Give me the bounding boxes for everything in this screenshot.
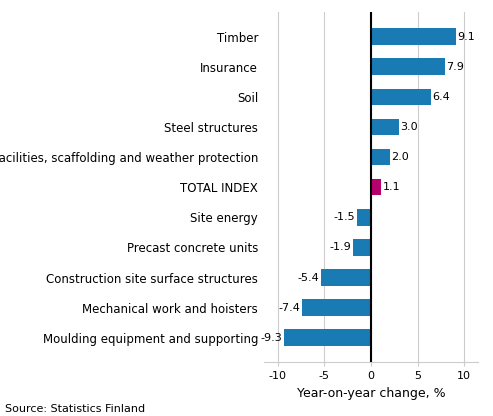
Bar <box>371 89 431 105</box>
Text: 6.4: 6.4 <box>432 92 450 102</box>
Bar <box>302 300 371 316</box>
Text: -1.9: -1.9 <box>330 243 352 253</box>
Text: -1.5: -1.5 <box>334 212 355 222</box>
Bar <box>371 149 389 166</box>
Text: 3.0: 3.0 <box>401 122 418 132</box>
X-axis label: Year-on-year change, %: Year-on-year change, % <box>297 386 445 399</box>
Text: -9.3: -9.3 <box>261 333 282 343</box>
Text: 7.9: 7.9 <box>446 62 464 72</box>
Text: -5.4: -5.4 <box>297 272 319 282</box>
Bar <box>353 239 371 256</box>
Text: 9.1: 9.1 <box>458 32 475 42</box>
Text: Source: Statistics Finland: Source: Statistics Finland <box>5 404 145 414</box>
Text: 1.1: 1.1 <box>383 182 400 192</box>
Text: 2.0: 2.0 <box>391 152 409 162</box>
Bar <box>320 269 371 286</box>
Bar <box>371 59 445 75</box>
Bar <box>371 179 381 196</box>
Bar <box>371 28 456 45</box>
Text: -7.4: -7.4 <box>279 303 300 313</box>
Bar <box>284 329 371 346</box>
Bar <box>357 209 371 225</box>
Bar <box>371 119 399 135</box>
